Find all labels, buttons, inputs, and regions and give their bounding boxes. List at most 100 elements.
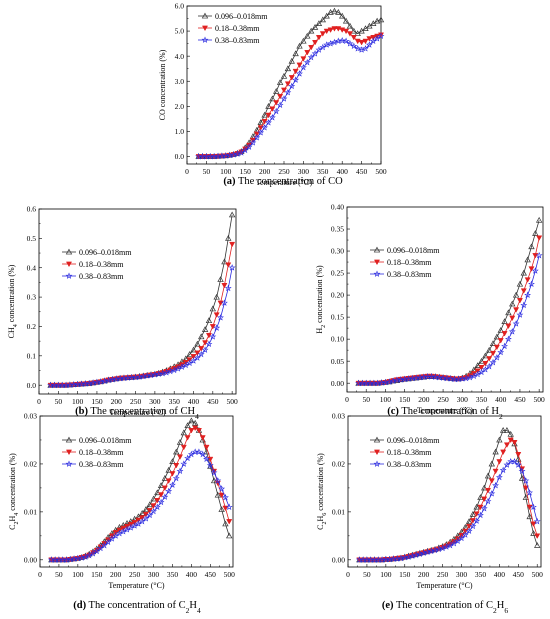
series-1 bbox=[47, 241, 236, 389]
panel-caption: (b) The concentration of CH4 bbox=[75, 406, 199, 421]
data-point bbox=[213, 324, 221, 331]
data-point bbox=[488, 460, 495, 467]
y-axis-label-part: C bbox=[316, 524, 325, 529]
legend: 0.096–0.018mm 0.18–0.38mm 0.38–0.83mm bbox=[62, 248, 132, 281]
data-point bbox=[169, 458, 176, 464]
y-tick-label: 0.02 bbox=[332, 460, 345, 469]
data-point bbox=[362, 45, 369, 52]
series-0 bbox=[47, 211, 236, 388]
data-point bbox=[226, 519, 233, 525]
legend: 0.096–0.018mm 0.18–0.38mm 0.38–0.83mm bbox=[62, 436, 132, 469]
series-2 bbox=[195, 32, 385, 160]
data-point bbox=[198, 333, 205, 340]
data-point bbox=[490, 350, 497, 357]
legend-marker bbox=[201, 36, 209, 43]
data-point bbox=[197, 350, 205, 358]
caption-text: H bbox=[189, 600, 197, 611]
data-point bbox=[158, 492, 165, 498]
data-point bbox=[280, 72, 288, 79]
data-point bbox=[518, 467, 526, 475]
x-tick-label: 500 bbox=[375, 167, 387, 176]
data-point bbox=[515, 452, 522, 458]
y-tick-label: 0.1 bbox=[27, 351, 37, 360]
legend: 0.096–0.018mm 0.18–0.38mm 0.38–0.83mm bbox=[198, 12, 268, 45]
caption-text: The concentration of H bbox=[401, 406, 499, 417]
y-tick-label: 0.35 bbox=[331, 225, 344, 234]
legend-entry: 0.38–0.83mm bbox=[215, 36, 260, 45]
y-tick-label: 0.03 bbox=[24, 412, 37, 421]
x-tick-label: 100 bbox=[380, 570, 392, 579]
x-tick-label: 450 bbox=[513, 570, 525, 579]
data-point bbox=[176, 454, 184, 460]
legend-marker bbox=[373, 270, 381, 277]
data-point bbox=[535, 216, 543, 223]
series-2 bbox=[47, 448, 233, 563]
data-point bbox=[205, 332, 212, 339]
caption-text: The concentration of C bbox=[89, 600, 186, 611]
data-point bbox=[516, 280, 524, 287]
data-point bbox=[303, 58, 311, 66]
y-axis-label-part: concentration (%) bbox=[8, 453, 17, 513]
series-2 bbox=[355, 457, 541, 563]
x-tick-label: 350 bbox=[317, 167, 329, 176]
data-point bbox=[428, 373, 435, 380]
data-point bbox=[346, 22, 354, 29]
data-point bbox=[213, 312, 220, 318]
legend-entry: 0.38–0.83mm bbox=[79, 272, 124, 281]
data-point bbox=[473, 511, 480, 517]
legend-entry: 0.18–0.38mm bbox=[387, 258, 432, 267]
series-1 bbox=[356, 437, 541, 563]
panel-e-c2h6-chart: 0 50 100 150 200 250 300 350 400 450 500 0.00 0.01 0.… bbox=[316, 412, 543, 615]
x-tick-label: 300 bbox=[456, 570, 468, 579]
data-point bbox=[218, 506, 225, 512]
y-tick-label: 0.6 bbox=[27, 205, 37, 214]
legend-entry: 0.096–0.018mm bbox=[387, 246, 440, 255]
data-point bbox=[261, 111, 268, 118]
series-0 bbox=[355, 216, 543, 386]
data-point bbox=[205, 317, 213, 324]
data-point bbox=[319, 16, 326, 23]
caption-text: The concentration of C bbox=[396, 600, 493, 611]
data-point bbox=[366, 36, 373, 42]
data-point bbox=[157, 482, 165, 488]
y-axis-label-part: concentration (%) bbox=[315, 265, 324, 325]
data-point bbox=[304, 32, 311, 39]
panel-d-c2h4-chart: 0 50 100 150 200 250 300 350 400 450 500 0.00 0.01 0.… bbox=[8, 412, 235, 615]
data-point bbox=[221, 258, 228, 265]
data-point bbox=[300, 63, 307, 71]
data-point bbox=[116, 529, 123, 537]
data-point bbox=[165, 487, 173, 495]
data-point bbox=[222, 493, 229, 501]
data-point bbox=[172, 474, 180, 482]
caption-letter: (b) bbox=[75, 406, 88, 417]
x-tick-label: 150 bbox=[399, 570, 411, 579]
legend-marker bbox=[65, 436, 73, 443]
data-point bbox=[191, 419, 199, 426]
data-point bbox=[280, 87, 288, 94]
data-point bbox=[205, 340, 213, 347]
data-point bbox=[503, 442, 510, 448]
data-point bbox=[331, 38, 338, 46]
data-point bbox=[218, 492, 225, 499]
data-point bbox=[292, 76, 300, 83]
data-point bbox=[473, 517, 481, 524]
x-axis-label: Temperature (°C) bbox=[417, 406, 474, 415]
data-point bbox=[269, 95, 276, 102]
data-point bbox=[161, 493, 169, 500]
data-point bbox=[173, 448, 180, 455]
panel-caption: (d) The concentration of C2H4 bbox=[73, 600, 201, 615]
data-point bbox=[481, 496, 488, 503]
data-point bbox=[338, 37, 346, 44]
y-axis-label: H2 concentration (%) bbox=[315, 265, 327, 334]
x-tick-label: 50 bbox=[55, 570, 63, 579]
data-point bbox=[284, 81, 291, 87]
data-point bbox=[131, 522, 138, 529]
y-tick-label: 0.00 bbox=[24, 555, 37, 564]
data-point bbox=[245, 143, 253, 150]
y-tick-label: 6.0 bbox=[175, 2, 185, 11]
data-point bbox=[288, 57, 295, 64]
y-tick-label: 0.01 bbox=[332, 507, 345, 516]
data-point bbox=[176, 439, 184, 445]
caption-letter: (a) bbox=[223, 176, 236, 187]
